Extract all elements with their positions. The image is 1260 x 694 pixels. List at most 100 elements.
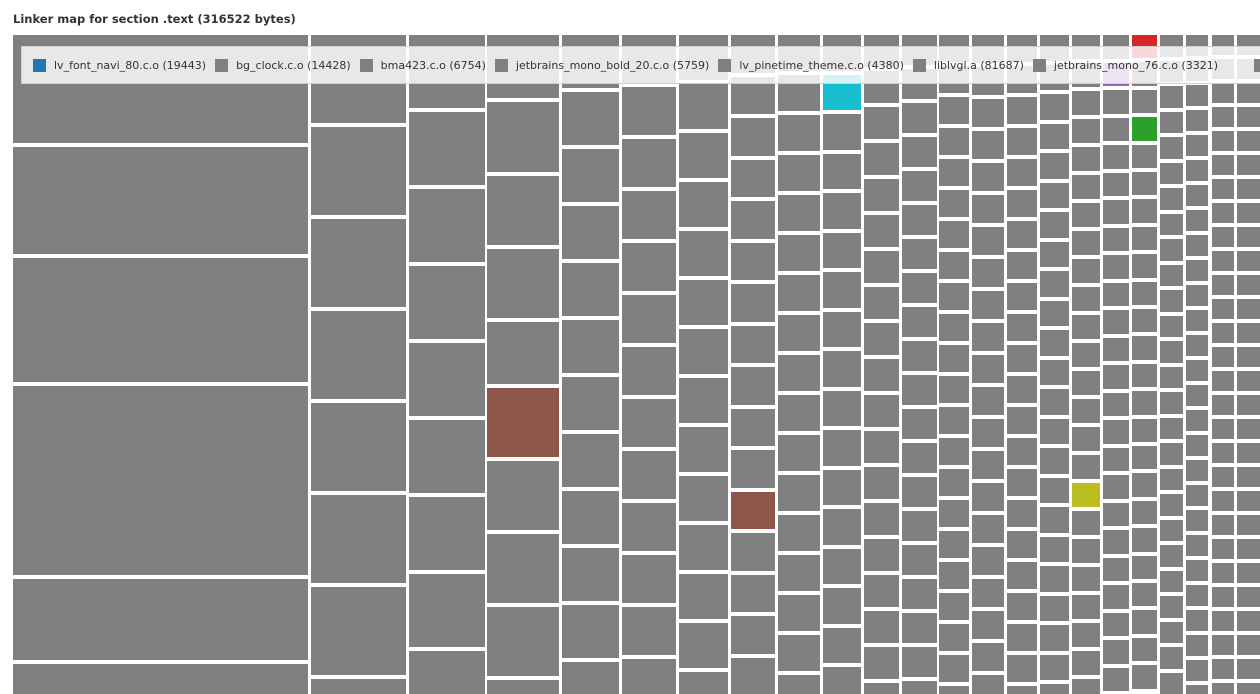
treemap-cell [972,675,1004,694]
treemap-cell [13,664,308,694]
treemap-cell [1186,160,1208,181]
treemap-cell [1103,640,1129,664]
treemap-cell [778,395,820,431]
treemap-cell [902,681,937,694]
treemap-cell [1007,376,1037,403]
treemap-cell [1103,200,1129,224]
treemap-cell [1072,623,1100,647]
treemap-cell [1186,560,1208,581]
treemap-cell [1212,131,1234,151]
treemap-cell [1212,587,1234,607]
treemap-cell [902,341,937,371]
treemap-cell [1212,251,1234,271]
treemap-cell [1007,407,1037,434]
treemap-cell [1237,107,1260,127]
treemap-cell [487,461,559,530]
treemap-cell [1103,282,1129,306]
legend-swatch-icon [718,58,732,72]
treemap-cell [1160,366,1183,388]
treemap-cell [1212,155,1234,175]
treemap-cell [409,651,485,694]
treemap-cell [731,657,775,694]
treemap-cell [1186,235,1208,256]
treemap-cell [679,231,728,276]
treemap-cell [1212,203,1234,223]
treemap-cell [1186,360,1208,381]
treemap-cell [1186,335,1208,356]
treemap-cell [902,477,937,507]
treemap-cell [1103,117,1129,141]
treemap-cell [1040,330,1069,356]
treemap-cell [1212,299,1234,319]
treemap-cell [1160,111,1183,133]
treemap-cell [1132,555,1157,579]
treemap-cell [1103,447,1129,471]
treemap-cell [1072,679,1100,694]
treemap-cell [1072,455,1100,479]
treemap-cell [1103,612,1129,636]
treemap-cell [1237,251,1260,271]
treemap-cell [1132,199,1157,223]
treemap-cell [778,155,820,191]
treemap-cell [939,531,969,558]
treemap-cell [1007,159,1037,186]
treemap-cell [1186,85,1208,106]
treemap-cell [1237,395,1260,415]
treemap-cell [939,159,969,186]
treemap-cell-highlight [487,388,559,457]
treemap-cell [778,515,820,551]
treemap-cell [1212,83,1234,103]
treemap-cell [1160,315,1183,337]
treemap-cell [972,323,1004,351]
treemap-cell [1007,624,1037,651]
legend-item: jetbrains_mono_76.c.o (3321) [1032,58,1218,72]
treemap-cell [1072,511,1100,535]
treemap-cell [1186,310,1208,331]
treemap-cell [731,118,775,156]
legend-swatch-icon [494,58,508,72]
treemap-cell [1040,625,1069,651]
treemap-cell [1237,563,1260,583]
treemap-cell [1132,500,1157,525]
treemap-cell [1212,491,1234,511]
treemap-cell [1160,290,1183,312]
treemap-cell [972,611,1004,639]
treemap-cell [731,616,775,654]
treemap-cell [487,249,559,318]
treemap-cell [823,430,861,466]
treemap-cell [1040,123,1069,149]
treemap-cell [1072,203,1100,227]
treemap-cell [778,475,820,511]
treemap-cell [1237,155,1260,175]
treemap-cell [1007,252,1037,279]
treemap-cell [622,503,676,551]
treemap-cell [1007,562,1037,589]
treemap-cell [13,579,308,660]
treemap-cell [1040,477,1069,503]
treemap-cell [1040,536,1069,562]
treemap-cell [902,205,937,235]
treemap-cell [939,562,969,589]
treemap-cell [972,547,1004,575]
treemap-cell [622,555,676,603]
treemap-cell [1160,519,1183,541]
treemap-cell [1132,583,1157,607]
treemap-cell [1212,107,1234,127]
treemap-cell [1132,473,1157,497]
treemap-cell [1072,399,1100,423]
treemap-cell [487,176,559,245]
treemap-cell [1072,287,1100,311]
treemap-cell [622,607,676,655]
treemap-cell [1007,190,1037,217]
treemap-cell [1237,635,1260,655]
treemap-cell [679,378,728,423]
treemap-cell [939,283,969,310]
treemap-cell [864,467,899,499]
treemap-cell [1103,145,1129,169]
treemap-cell [778,275,820,311]
treemap-cell [1040,595,1069,621]
treemap-cell [823,232,861,268]
treemap-cell [1160,213,1183,235]
treemap-cell [562,320,619,373]
